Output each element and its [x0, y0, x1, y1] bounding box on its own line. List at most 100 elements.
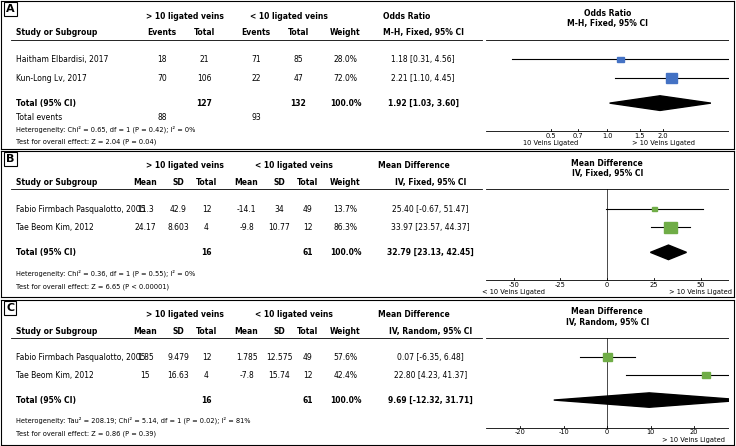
Text: Total: Total: [196, 327, 217, 336]
Text: -20: -20: [515, 429, 526, 435]
Text: Heterogeneity: Chi² = 0.65, df = 1 (P = 0.42); I² = 0%: Heterogeneity: Chi² = 0.65, df = 1 (P = …: [15, 126, 195, 133]
Bar: [664, 222, 677, 233]
Bar: [618, 57, 624, 62]
Text: Mean: Mean: [133, 327, 158, 336]
Text: 132: 132: [291, 99, 306, 108]
Text: 49: 49: [303, 205, 313, 214]
Text: 42.4%: 42.4%: [333, 371, 358, 380]
Text: -50: -50: [509, 282, 519, 288]
Text: > 10 Veins Ligated: > 10 Veins Ligated: [662, 437, 726, 443]
Text: SD: SD: [172, 327, 184, 336]
Text: Study or Subgroup: Study or Subgroup: [15, 29, 97, 37]
Text: > 10 ligated veins: > 10 ligated veins: [146, 310, 224, 319]
Text: 49: 49: [303, 353, 313, 362]
Text: Haitham Elbardisi, 2017: Haitham Elbardisi, 2017: [15, 55, 108, 64]
Text: < 10 ligated veins: < 10 ligated veins: [255, 310, 333, 319]
Text: 71: 71: [251, 55, 261, 64]
Text: IV, Fixed, 95% CI: IV, Fixed, 95% CI: [394, 178, 466, 187]
Text: < 10 Veins Ligated: < 10 Veins Ligated: [482, 289, 545, 295]
Text: IV, Random, 95% CI: IV, Random, 95% CI: [389, 327, 472, 336]
Text: A: A: [7, 4, 15, 14]
Text: 100.0%: 100.0%: [330, 248, 361, 257]
Polygon shape: [651, 245, 687, 260]
Text: Mean Difference
IV, Random, 95% CI: Mean Difference IV, Random, 95% CI: [565, 307, 649, 327]
Text: Total: Total: [196, 178, 217, 187]
Text: 86.3%: 86.3%: [333, 223, 358, 232]
Text: > 10 Veins Ligated: > 10 Veins Ligated: [669, 289, 732, 295]
Text: 11.3: 11.3: [137, 205, 154, 214]
Text: Test for overall effect: Z = 6.65 (P < 0.00001): Test for overall effect: Z = 6.65 (P < 0…: [15, 283, 169, 289]
Text: 1.785: 1.785: [236, 353, 258, 362]
Text: Test for overall effect: Z = 0.86 (P = 0.39): Test for overall effect: Z = 0.86 (P = 0…: [15, 430, 156, 437]
Text: Mean Difference: Mean Difference: [378, 161, 450, 170]
Text: SD: SD: [274, 327, 286, 336]
Text: 61: 61: [302, 248, 313, 257]
Text: 47: 47: [294, 74, 303, 83]
Text: 0.5: 0.5: [546, 133, 556, 139]
Bar: [652, 207, 657, 211]
Text: 100.0%: 100.0%: [330, 99, 361, 108]
Text: 16.63: 16.63: [167, 371, 189, 380]
Text: Total (95% CI): Total (95% CI): [15, 396, 76, 405]
Text: B: B: [7, 154, 15, 164]
Text: Study or Subgroup: Study or Subgroup: [15, 327, 97, 336]
Text: 50: 50: [696, 282, 705, 288]
Text: Tae Beom Kim, 2012: Tae Beom Kim, 2012: [15, 223, 93, 232]
Text: Mean Difference: Mean Difference: [378, 310, 450, 319]
Text: Total: Total: [297, 178, 319, 187]
Text: 0: 0: [605, 282, 609, 288]
Text: Odds Ratio
M-H, Fixed, 95% CI: Odds Ratio M-H, Fixed, 95% CI: [567, 8, 648, 28]
Text: > 10 Veins Ligated: > 10 Veins Ligated: [631, 140, 695, 146]
Polygon shape: [553, 393, 736, 407]
Text: < 10 ligated veins: < 10 ligated veins: [250, 12, 328, 21]
Text: Events: Events: [147, 29, 177, 37]
Text: 4: 4: [204, 371, 209, 380]
Text: 93: 93: [251, 113, 261, 122]
Text: Total: Total: [194, 29, 215, 37]
Text: Mean: Mean: [235, 327, 258, 336]
Polygon shape: [609, 96, 711, 111]
Text: -14.1: -14.1: [237, 205, 256, 214]
Text: Total: Total: [297, 327, 319, 336]
Text: 12: 12: [202, 205, 211, 214]
Text: 72.0%: 72.0%: [333, 74, 358, 83]
Text: 10 Veins Ligated: 10 Veins Ligated: [523, 140, 578, 146]
Text: 70: 70: [157, 74, 166, 83]
Text: 0.7: 0.7: [573, 133, 584, 139]
Text: -9.8: -9.8: [239, 223, 254, 232]
Text: M-H, Fixed, 95% CI: M-H, Fixed, 95% CI: [383, 29, 464, 37]
Text: Heterogeneity: Chi² = 0.36, df = 1 (P = 0.55); I² = 0%: Heterogeneity: Chi² = 0.36, df = 1 (P = …: [15, 269, 195, 277]
Text: 4: 4: [204, 223, 209, 232]
Text: -10: -10: [559, 429, 569, 435]
Bar: [603, 353, 612, 361]
Text: 1.18 [0.31, 4.56]: 1.18 [0.31, 4.56]: [392, 55, 455, 64]
Text: 8.603: 8.603: [167, 223, 189, 232]
Text: 88: 88: [157, 113, 166, 122]
Text: 61: 61: [302, 396, 313, 405]
Text: Fabio Firmbach Pasqualotto, 2005: Fabio Firmbach Pasqualotto, 2005: [15, 353, 145, 362]
Text: Heterogeneity: Tau² = 208.19; Chi² = 5.14, df = 1 (P = 0.02); I² = 81%: Heterogeneity: Tau² = 208.19; Chi² = 5.1…: [15, 417, 250, 424]
Text: Total (95% CI): Total (95% CI): [15, 248, 76, 257]
Text: SD: SD: [172, 178, 184, 187]
Text: 85: 85: [294, 55, 303, 64]
Text: Tae Beom Kim, 2012: Tae Beom Kim, 2012: [15, 371, 93, 380]
Text: Kun-Long Lv, 2017: Kun-Long Lv, 2017: [15, 74, 87, 83]
Text: 1.0: 1.0: [602, 133, 612, 139]
Text: 106: 106: [197, 74, 211, 83]
Text: 42.9: 42.9: [170, 205, 187, 214]
Text: 28.0%: 28.0%: [333, 55, 358, 64]
Text: 12: 12: [303, 223, 313, 232]
Text: 32.79 [23.13, 42.45]: 32.79 [23.13, 42.45]: [387, 248, 474, 257]
Text: 9.479: 9.479: [167, 353, 189, 362]
Text: 15: 15: [141, 371, 150, 380]
Text: 10.77: 10.77: [269, 223, 291, 232]
Text: 12: 12: [303, 371, 313, 380]
Text: 18: 18: [157, 55, 166, 64]
Text: 1.92 [1.03, 3.60]: 1.92 [1.03, 3.60]: [388, 99, 459, 108]
Text: 1.5: 1.5: [634, 133, 645, 139]
Text: 100.0%: 100.0%: [330, 396, 361, 405]
Text: 25.40 [-0.67, 51.47]: 25.40 [-0.67, 51.47]: [392, 205, 468, 214]
Text: 57.6%: 57.6%: [333, 353, 358, 362]
Text: 127: 127: [197, 99, 212, 108]
Text: 33.97 [23.57, 44.37]: 33.97 [23.57, 44.37]: [391, 223, 470, 232]
